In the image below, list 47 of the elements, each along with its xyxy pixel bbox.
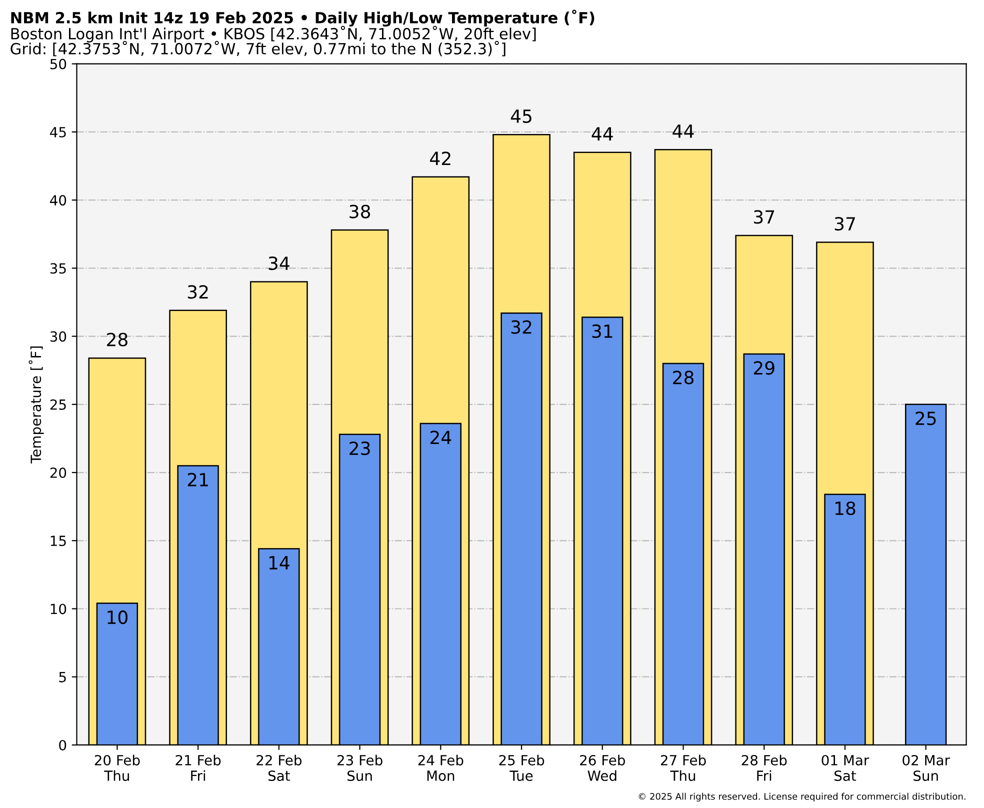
data-label: 25 <box>916 412 936 426</box>
data-label: 38 <box>350 204 370 218</box>
x-tick-label: 01 Mar Sat <box>822 754 870 781</box>
data-label: 18 <box>835 501 856 516</box>
y-tick-label: 10 <box>50 604 66 614</box>
y-tick-label: 45 <box>50 127 66 138</box>
data-label: 21 <box>188 472 208 486</box>
x-tick-label: 24 Feb Mon <box>418 754 464 781</box>
data-label: 23 <box>350 442 370 456</box>
y-tick-label: 15 <box>50 536 66 546</box>
x-tick-label: 22 Feb Sat <box>256 754 302 781</box>
x-tick-label: 02 Mar Sun <box>902 754 950 781</box>
y-tick-label: 20 <box>50 467 66 478</box>
data-label: 31 <box>592 324 612 338</box>
x-tick-label: 21 Feb Fri <box>176 754 221 781</box>
x-tick-label: 25 Feb Tue <box>499 754 544 781</box>
y-axis-title: Temperature [˚F] <box>28 346 44 464</box>
data-label: 37 <box>834 216 855 231</box>
text: Grid: [42.3753˚N, 71.0072˚W, 7ft elev, 0.77mi to the N (352.3)˚] <box>10 40 506 56</box>
data-label: 32 <box>511 320 532 334</box>
data-label: 37 <box>754 210 774 224</box>
y-tick-label: 0 <box>59 740 66 750</box>
data-label: 10 <box>108 610 128 624</box>
text: © 2025 All rights reserved. License required for commercial distribution. <box>638 792 966 802</box>
data-label: 45 <box>510 110 532 123</box>
data-label: 29 <box>754 361 774 375</box>
data-label: 28 <box>107 332 128 346</box>
chart-title: NBM 2.5 km Init 14z 19 Feb 2025 • Daily High/Low Temperature (˚F) <box>11 10 594 27</box>
y-tick-label: 25 <box>50 399 66 410</box>
x-tick-label: 23 Feb Sun <box>337 754 382 781</box>
data-label: 44 <box>672 124 694 138</box>
data-label: 24 <box>430 430 452 444</box>
y-tick-label: 50 <box>50 58 66 70</box>
data-label: 28 <box>673 370 694 384</box>
data-label: 14 <box>269 556 290 570</box>
x-tick-label: 27 Feb Thu <box>660 754 706 781</box>
x-tick-label: 26 Feb Wed <box>580 754 625 781</box>
y-tick-label: 30 <box>50 331 66 342</box>
y-tick-label: 5 <box>59 672 66 682</box>
data-label: 32 <box>188 285 208 299</box>
data-label: 44 <box>592 127 613 140</box>
x-tick-label: 28 Feb Fri <box>742 754 787 781</box>
data-label: 42 <box>430 152 450 165</box>
y-tick-label: 35 <box>50 263 66 274</box>
data-label: 34 <box>268 256 290 270</box>
x-tick-label: 20 Feb Thu <box>94 754 140 781</box>
y-tick-label: 40 <box>50 195 66 206</box>
